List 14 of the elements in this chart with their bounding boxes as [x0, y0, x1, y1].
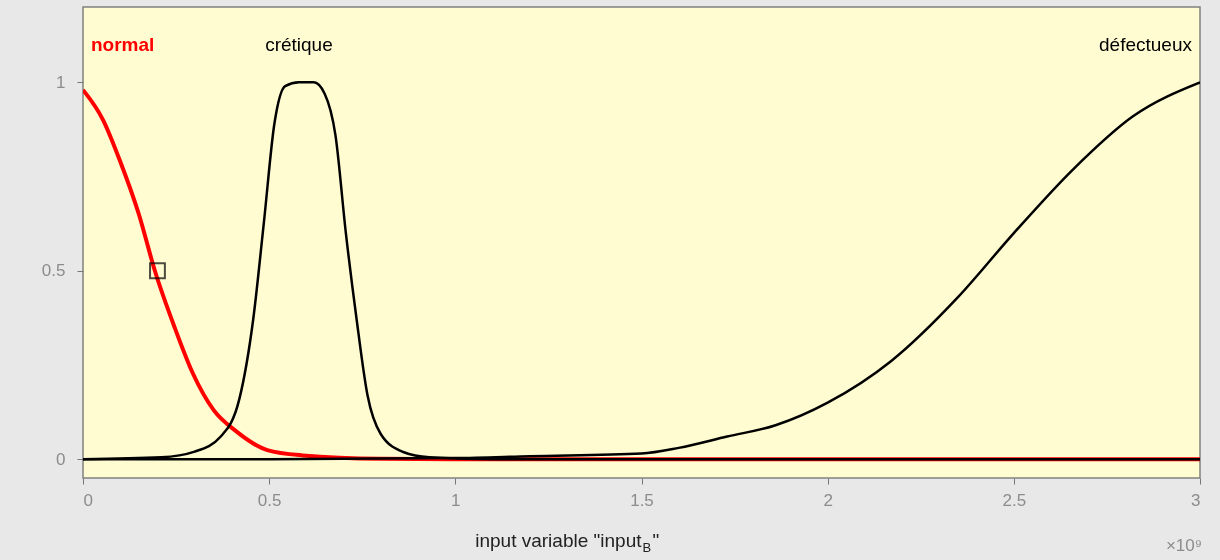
x-tick-label: 2: [823, 490, 833, 510]
series-label: crétique: [265, 34, 333, 55]
x-tick-label: 1.5: [630, 490, 654, 510]
x-tick-label: 2.5: [1002, 490, 1027, 510]
y-tick-label: 0: [56, 449, 66, 469]
x-tick-label: 1: [451, 490, 461, 510]
series-label: défectueux: [1099, 34, 1193, 55]
x-tick-label: 0.5: [257, 490, 282, 510]
series-label: normal: [91, 34, 155, 55]
x-tick-label: 3: [1191, 490, 1201, 510]
x-tick-label: 0: [83, 490, 93, 510]
y-tick-label: 0.5: [41, 261, 66, 281]
y-tick-label: 1: [56, 72, 66, 92]
text: ×10⁹: [1165, 536, 1202, 555]
